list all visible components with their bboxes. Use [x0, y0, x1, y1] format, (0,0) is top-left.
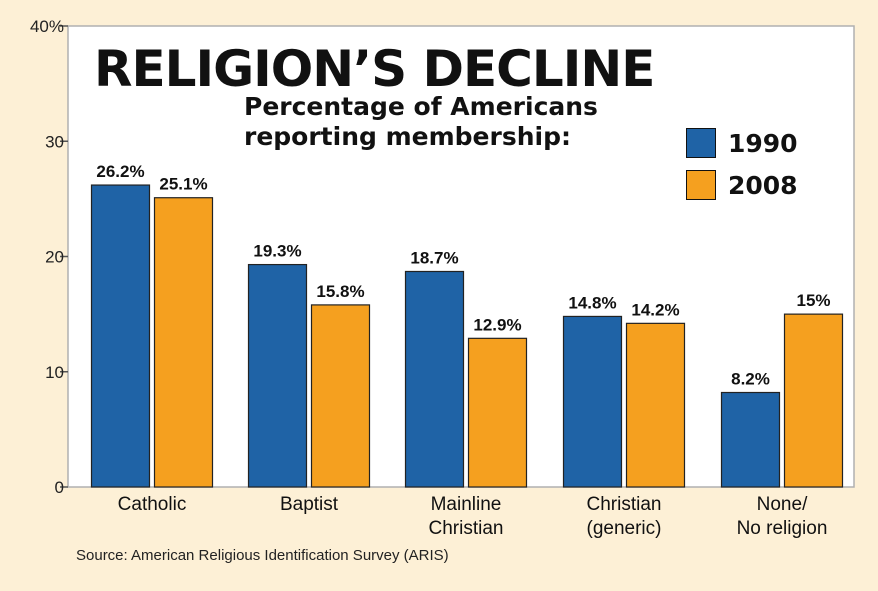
bar-1990 [720, 391, 781, 488]
data-label-2008: 15.8% [316, 282, 364, 301]
data-label-2008: 14.2% [631, 300, 679, 319]
chart-title: RELIGION’S DECLINE [94, 40, 655, 98]
category-label: Baptist [280, 494, 339, 515]
legend-label-1990: 1990 [728, 128, 798, 158]
bar-2008 [783, 313, 844, 488]
data-label-2008: 12.9% [473, 315, 521, 334]
legend-item-2008: 2008 [686, 166, 798, 204]
source-note: Source: American Religious Identificatio… [76, 547, 449, 564]
category-label: Christian [429, 518, 504, 539]
chart-subtitle: Percentage of Americans reporting member… [244, 92, 598, 151]
category-label: No religion [737, 518, 828, 539]
bar-1990 [562, 315, 623, 488]
legend-swatch-2008 [686, 170, 716, 200]
y-tick-label: 10 [45, 363, 64, 382]
data-label-1990: 14.8% [568, 293, 616, 312]
data-label-1990: 8.2% [731, 369, 770, 388]
bar-2008 [310, 304, 371, 488]
legend-label-2008: 2008 [728, 170, 798, 200]
legend-item-1990: 1990 [686, 124, 798, 162]
y-tick-label: 30 [45, 132, 64, 151]
y-tick-label: 0 [55, 478, 64, 497]
bar-1990 [90, 184, 151, 488]
bar-2008 [467, 337, 528, 488]
bar-2008 [625, 322, 686, 488]
legend-swatch-1990 [686, 128, 716, 158]
data-label-1990: 18.7% [410, 248, 458, 267]
y-tick-label: 40% [30, 17, 64, 36]
category-label: Christian [587, 494, 662, 515]
category-label: (generic) [587, 518, 662, 539]
data-label-2008: 15% [796, 291, 830, 310]
category-label: Catholic [118, 494, 187, 515]
data-label-1990: 26.2% [96, 162, 144, 181]
category-label: Mainline [431, 494, 502, 515]
data-label-2008: 25.1% [159, 175, 207, 194]
y-tick-label: 20 [45, 248, 64, 267]
category-label: None/ [757, 494, 808, 515]
bar-1990 [404, 270, 465, 488]
data-label-1990: 19.3% [253, 242, 301, 261]
bar-1990 [247, 263, 308, 488]
bar-2008 [153, 197, 214, 488]
legend: 1990 2008 [686, 124, 798, 208]
